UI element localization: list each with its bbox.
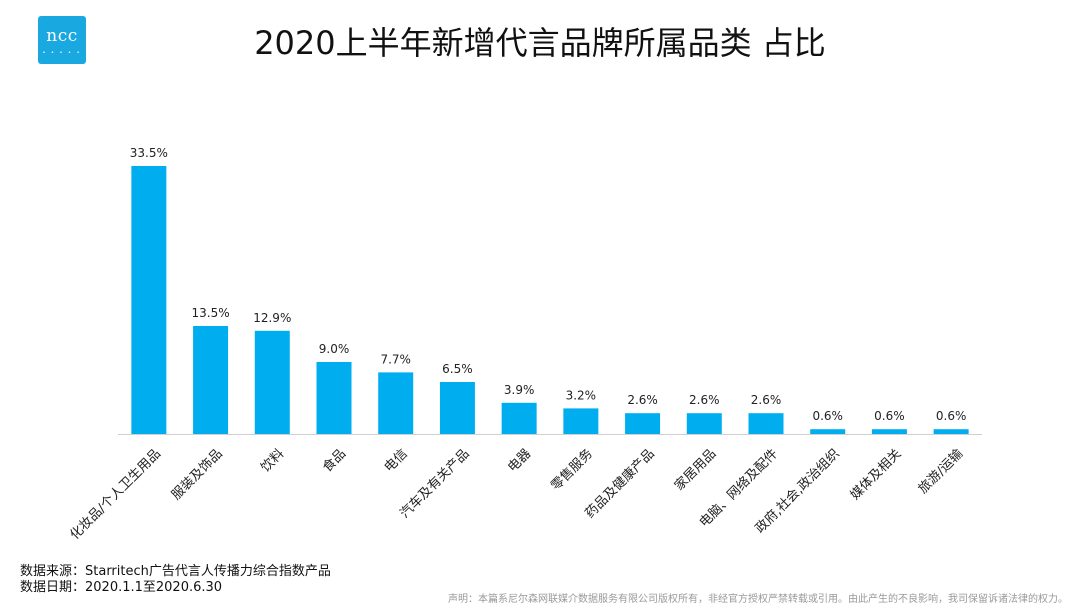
- x-tick-label: 饮料: [258, 446, 287, 475]
- logo-dots: • • • • •: [42, 50, 82, 56]
- x-tick-label: 化妆品/个人卫生用品: [67, 446, 163, 542]
- data-source-note: 数据来源：Starritech广告代言人传播力综合指数产品: [20, 564, 331, 579]
- bar: [316, 362, 352, 434]
- bar: [625, 413, 661, 434]
- bar: [501, 402, 537, 434]
- bar: [933, 429, 969, 434]
- bar: [748, 413, 784, 434]
- data-label: 6.5%: [442, 362, 473, 376]
- data-label: 13.5%: [192, 306, 230, 320]
- data-label: 3.9%: [504, 383, 535, 397]
- bar: [563, 408, 599, 434]
- ncc-logo: ncc • • • • •: [38, 16, 86, 64]
- bar: [378, 372, 414, 434]
- data-label: 2.6%: [751, 393, 782, 407]
- data-label: 9.0%: [319, 342, 350, 356]
- x-tick-label: 食品: [319, 446, 349, 476]
- logo-text: ncc: [46, 26, 78, 46]
- x-tick-label: 服装及饰品: [169, 446, 226, 503]
- data-label: 3.2%: [566, 388, 597, 402]
- bar: [193, 326, 229, 434]
- x-tick-label: 家居用品: [671, 446, 719, 494]
- data-label: 2.6%: [627, 393, 658, 407]
- data-label: 12.9%: [253, 311, 291, 325]
- copyright-notice: 声明：本篇系尼尔森网联媒介数据服务有限公司版权所有，非经官方授权严禁转载或引用。…: [448, 594, 1068, 605]
- bar: [439, 382, 475, 434]
- bar: [131, 166, 167, 434]
- x-tick-label: 电器: [505, 446, 534, 475]
- data-label: 7.7%: [380, 352, 411, 366]
- data-label: 0.6%: [936, 409, 967, 423]
- bar: [254, 330, 290, 434]
- bar-chart: 33.5% 化妆品/个人卫生用品 13.5% 服装及饰品 12.9% 饮料 9.0% 食品 7.…: [67, 146, 982, 543]
- data-label: 2.6%: [689, 393, 720, 407]
- x-tick-label: 旅游/运输: [915, 446, 966, 497]
- bar: [686, 413, 722, 434]
- x-tick-label: 媒体及相关: [848, 446, 905, 503]
- x-tick-label: 电信: [382, 446, 411, 475]
- data-date-note: 数据日期：2020.1.1至2020.6.30: [20, 580, 223, 595]
- bar: [810, 429, 846, 434]
- data-label: 33.5%: [130, 146, 168, 160]
- chart-title: 2020上半年新增代言品牌所属品类 占比: [254, 24, 826, 62]
- bar: [871, 429, 907, 434]
- data-label: 0.6%: [812, 409, 843, 423]
- x-tick-label: 零售服务: [548, 446, 596, 494]
- data-label: 0.6%: [874, 409, 905, 423]
